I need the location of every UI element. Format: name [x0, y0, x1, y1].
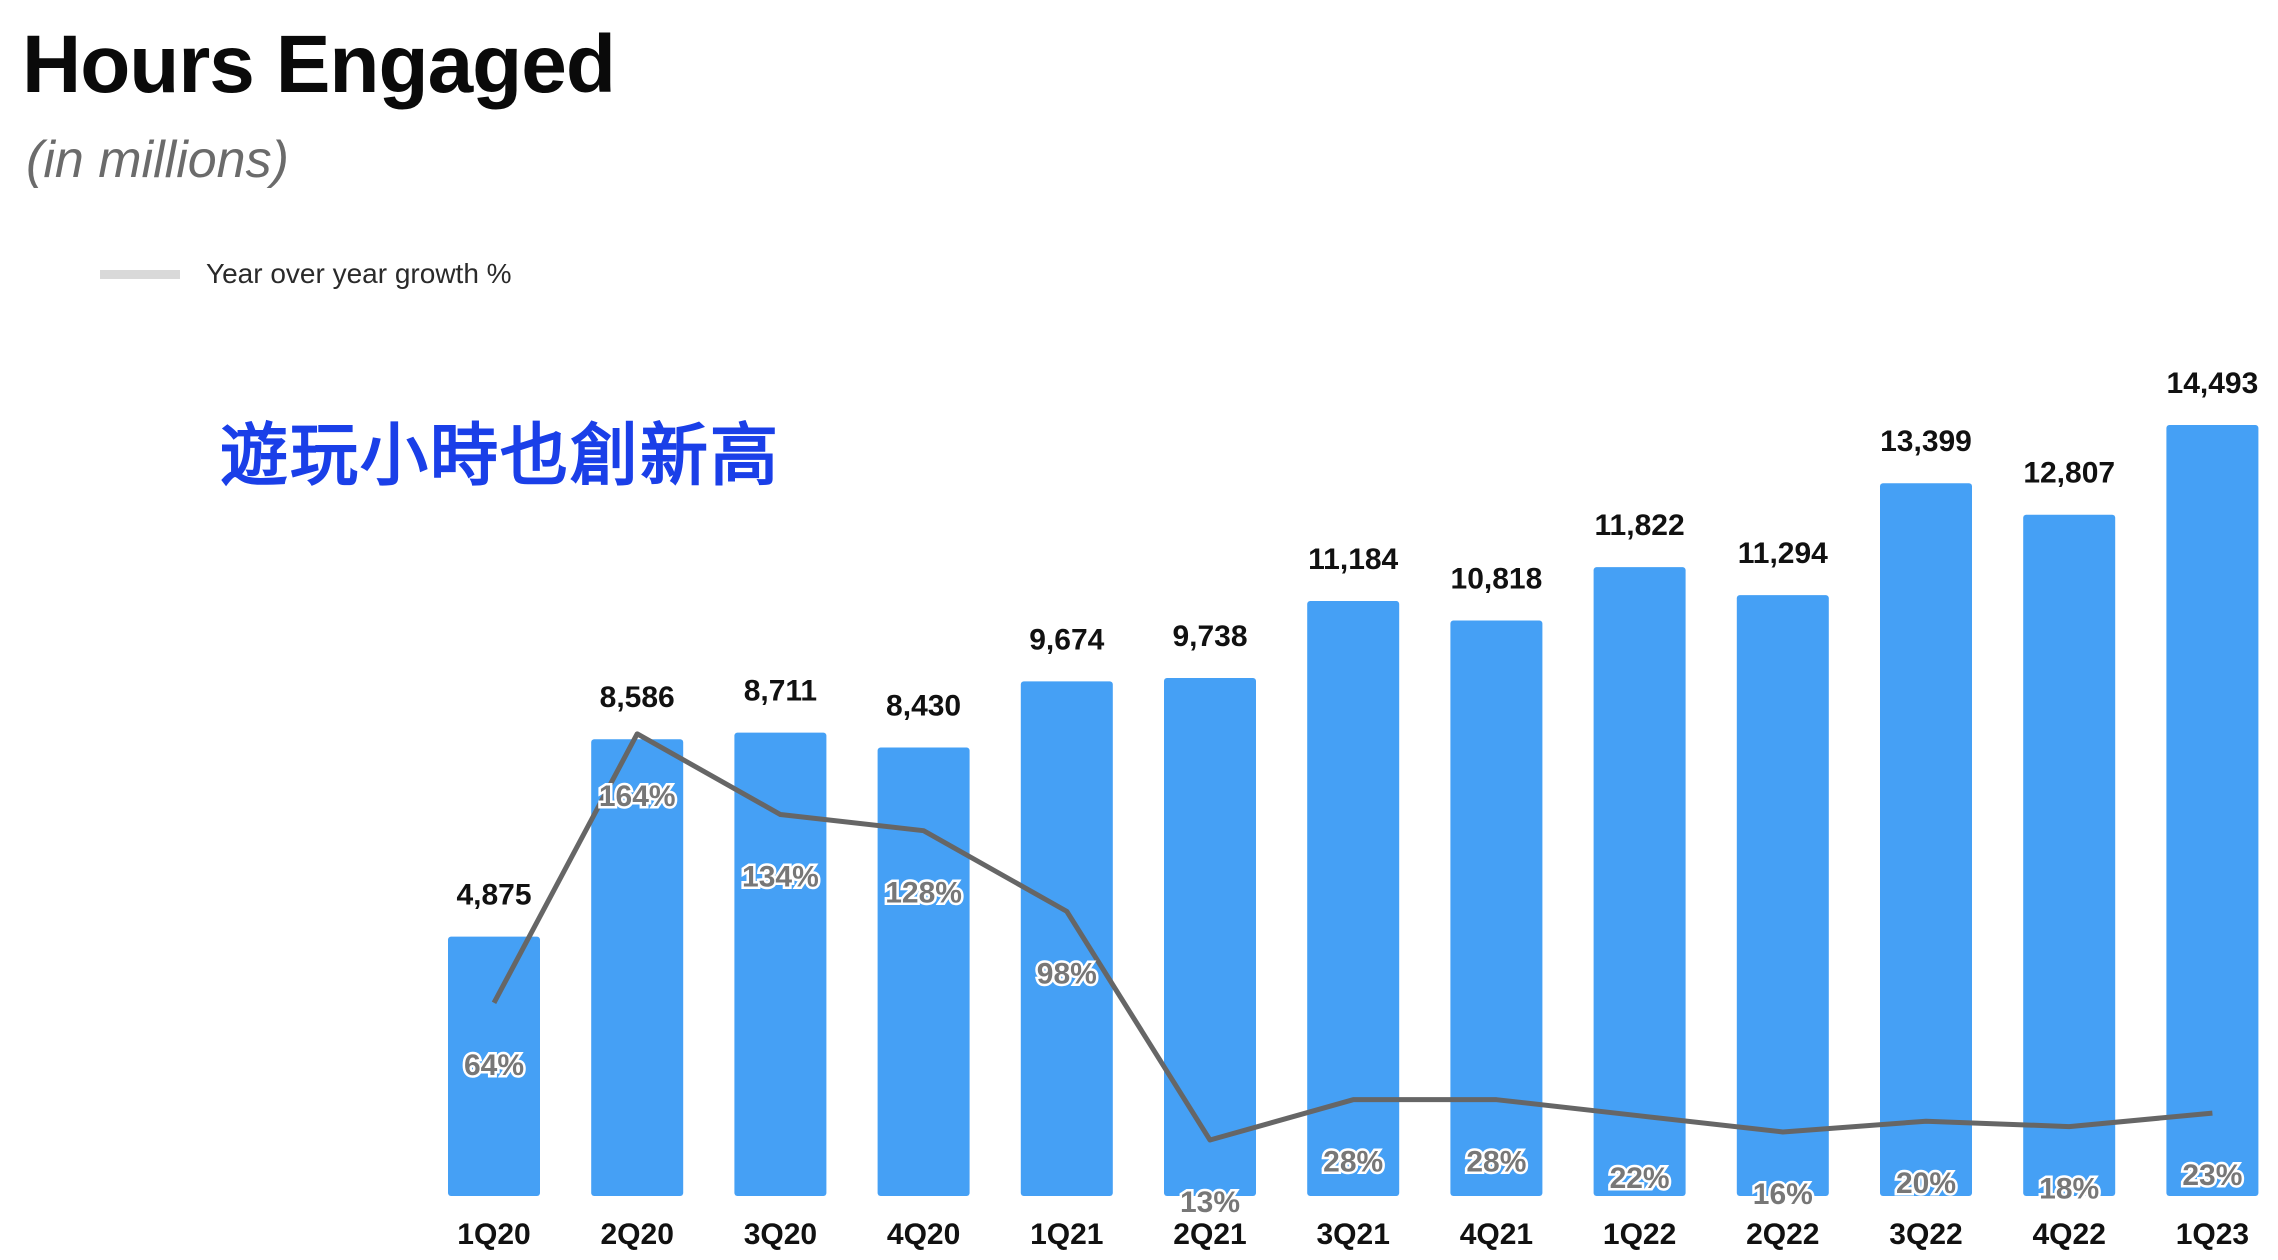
chinese-annotation: 遊玩小時也創新高 — [220, 417, 781, 496]
growth-line-series — [491, 731, 2213, 1143]
bar-value-labels: 4,875 8,586 8,711 8,430 9,674 9,738 11,184 10,8… — [456, 367, 2258, 912]
growth-label-1Q23: 23% — [2182, 1159, 2242, 1192]
bar-value-label-2Q21: 9,738 — [1172, 620, 1247, 653]
category-label-2Q22: 2Q22 — [1746, 1218, 1819, 1251]
bar-value-label-3Q21: 11,184 — [1308, 543, 1398, 576]
category-label-3Q22: 3Q22 — [1889, 1218, 1962, 1251]
legend-line-swatch — [100, 269, 180, 279]
bar-series — [448, 425, 2259, 1196]
growth-label-2Q20: 164% — [599, 780, 676, 813]
growth-label-1Q22: 22% — [1610, 1162, 1670, 1195]
category-label-1Q21: 1Q21 — [1030, 1218, 1103, 1251]
bar-value-label-4Q20: 8,430 — [886, 690, 961, 723]
bar-value-label-2Q20: 8,586 — [600, 681, 675, 714]
legend: Year over year growth % — [100, 258, 512, 290]
bar-value-label-4Q21: 10,818 — [1451, 563, 1543, 596]
growth-label-1Q21: 98% — [1037, 957, 1097, 990]
bar-4Q22 — [2023, 514, 2116, 1196]
bar-value-label-1Q20: 4,875 — [456, 879, 531, 912]
bar-value-label-3Q22: 13,399 — [1880, 425, 1972, 458]
bar-3Q22 — [1880, 483, 1972, 1196]
bar-value-label-2Q22: 11,294 — [1738, 537, 1828, 570]
growth-label-2Q21: 13% — [1180, 1186, 1240, 1219]
category-label-1Q23: 1Q23 — [2176, 1218, 2249, 1251]
bar-2Q20 — [591, 739, 684, 1196]
category-label-4Q20: 4Q20 — [887, 1218, 960, 1251]
bar-value-label-3Q20: 8,711 — [744, 675, 817, 708]
growth-label-4Q21: 28% — [1466, 1146, 1526, 1179]
chart-title: Hours Engaged — [22, 19, 616, 110]
growth-label-2Q22: 16% — [1753, 1178, 1813, 1211]
growth-label-3Q21: 28% — [1323, 1146, 1383, 1179]
bar-2Q22 — [1736, 595, 1829, 1196]
category-label-2Q20: 2Q20 — [601, 1218, 674, 1251]
bar-1Q22 — [1593, 567, 1686, 1196]
category-label-1Q22: 1Q22 — [1603, 1218, 1676, 1251]
growth-label-3Q20: 134% — [742, 861, 819, 894]
growth-label-4Q20: 128% — [885, 877, 962, 910]
bar-4Q20 — [877, 747, 970, 1196]
chart-subtitle: (in millions) — [26, 131, 289, 189]
category-label-4Q22: 4Q22 — [2033, 1218, 2106, 1251]
category-label-3Q21: 3Q21 — [1317, 1218, 1390, 1251]
bar-value-label-4Q22: 12,807 — [2023, 457, 2115, 490]
growth-percent-labels: 64% 164% 134% 128% 98% 13% 28% 28% 22% 16% 20% 18% 2… — [461, 777, 2244, 1221]
category-label-2Q21: 2Q21 — [1173, 1218, 1246, 1251]
bar-value-label-1Q21: 9,674 — [1029, 623, 1104, 656]
bar-1Q20 — [448, 936, 540, 1196]
category-label-4Q21: 4Q21 — [1460, 1218, 1533, 1251]
growth-label-3Q22: 20% — [1896, 1167, 1956, 1200]
growth-line — [491, 731, 2213, 1143]
growth-label-1Q20: 64% — [464, 1049, 524, 1082]
bar-3Q21 — [1307, 601, 1400, 1196]
bar-3Q20 — [734, 732, 827, 1196]
category-label-1Q20: 1Q20 — [457, 1218, 530, 1251]
category-label-3Q20: 3Q20 — [744, 1218, 817, 1251]
bar-2Q21 — [1164, 677, 1256, 1196]
bar-1Q23 — [2166, 425, 2259, 1196]
legend-label: Year over year growth % — [206, 258, 512, 289]
bar-4Q21 — [1450, 620, 1543, 1196]
growth-label-4Q22: 18% — [2039, 1173, 2099, 1206]
bar-value-label-1Q22: 11,822 — [1595, 509, 1685, 542]
category-labels: 1Q20 2Q20 3Q20 4Q20 1Q21 2Q21 3Q21 4Q21 1Q22 2Q22… — [457, 1218, 2249, 1251]
bar-1Q21 — [1020, 681, 1113, 1196]
bar-value-label-1Q23: 14,493 — [2167, 367, 2259, 400]
